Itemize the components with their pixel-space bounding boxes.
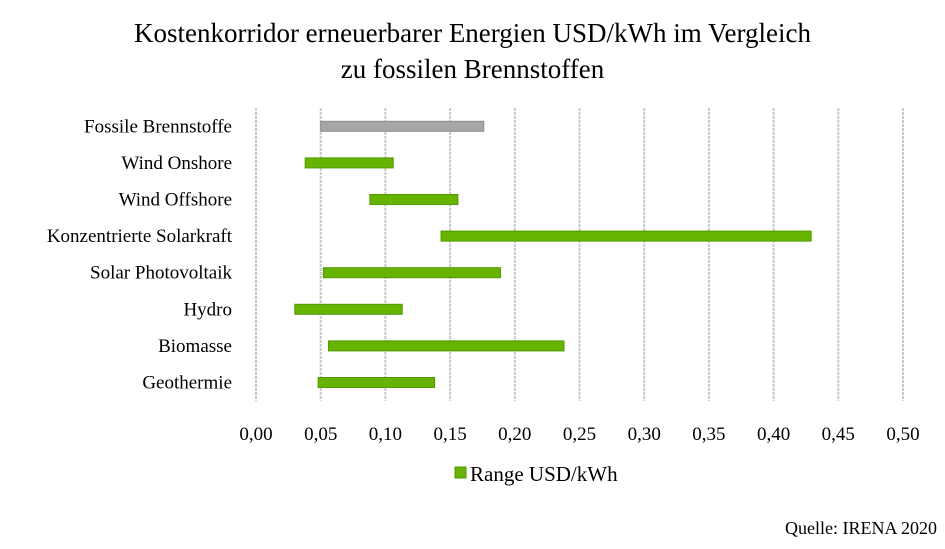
chart-title-line-2: zu fossilen Brennstoffen [340, 54, 605, 84]
x-tick-label: 0,45 [822, 424, 855, 445]
range-bar [320, 120, 485, 132]
x-tick-label: 0,35 [692, 424, 725, 445]
range-bar [322, 267, 502, 279]
x-tick-label: 0,15 [433, 424, 466, 445]
category-label: Wind Offshore [119, 190, 232, 211]
legend-label: Range USD/kWh [470, 462, 618, 486]
x-tick-label: 0,40 [757, 424, 790, 445]
chart-title-line-1: Kostenkorridor erneuerbarer Energien USD… [133, 18, 812, 48]
category-label: Solar Photovoltaik [90, 263, 232, 284]
x-tick-label: 0,10 [369, 424, 402, 445]
category-label: Hydro [183, 299, 232, 320]
category-label: Fossile Brennstoffe [84, 116, 232, 137]
source-note: Quelle: IRENA 2020 [785, 518, 937, 538]
range-bar [317, 377, 436, 388]
category-label: Konzentrierte Solarkraft [47, 226, 233, 247]
x-tick-label: 0,05 [304, 424, 337, 445]
category-label: Biomasse [158, 336, 232, 357]
x-tick-label: 0,20 [498, 424, 531, 445]
x-tick-label: 0,00 [239, 424, 272, 445]
x-tick-label: 0,25 [563, 424, 596, 445]
range-bar [369, 194, 459, 205]
range-bar [304, 157, 394, 169]
range-bar [294, 303, 403, 315]
category-label: Wind Onshore [121, 153, 232, 174]
x-tick-label: 0,50 [886, 424, 919, 445]
range-bar [440, 230, 812, 242]
x-tick-label: 0,30 [628, 424, 661, 445]
legend-swatch [454, 466, 467, 479]
range-bar [327, 340, 565, 352]
category-label: Geothermie [142, 373, 232, 394]
